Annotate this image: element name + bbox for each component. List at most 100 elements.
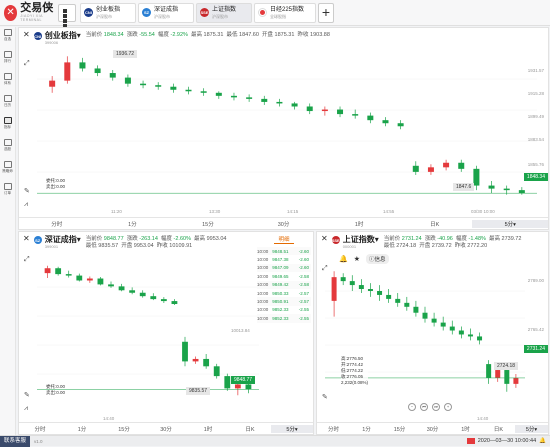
candle-body[interactable] xyxy=(306,106,313,112)
candle-body[interactable] xyxy=(495,370,501,378)
indicator-icon[interactable]: ⩘ xyxy=(24,201,28,208)
candle-body[interactable] xyxy=(467,334,473,337)
sidebar-item-calendar[interactable]: 日历 xyxy=(0,93,15,115)
candle-body[interactable] xyxy=(79,62,86,69)
candle-body[interactable] xyxy=(86,278,93,281)
candle-body[interactable] xyxy=(443,162,450,168)
candle-body[interactable] xyxy=(245,384,252,390)
candle-body[interactable] xyxy=(192,358,199,362)
pencil-icon[interactable]: ✎ xyxy=(24,188,30,195)
candle-body[interactable] xyxy=(413,306,419,313)
candle-body[interactable] xyxy=(55,268,62,275)
candle-body[interactable] xyxy=(352,114,359,116)
tf-1min[interactable]: 1分 xyxy=(77,426,87,433)
candle-body[interactable] xyxy=(291,103,298,107)
candle-body[interactable] xyxy=(155,85,162,87)
candle-body[interactable] xyxy=(64,62,71,81)
tab-shanghai[interactable]: SSE 上证指数 沪深股市 xyxy=(196,2,252,23)
tf-intraday[interactable]: 分时 xyxy=(327,426,339,433)
sidebar-item-system[interactable]: 体系 xyxy=(0,71,15,93)
sidebar-item-strategist[interactable]: 策略师 xyxy=(0,159,15,181)
candle-body[interactable] xyxy=(170,86,177,90)
zoom-out-icon[interactable]: − xyxy=(408,403,416,411)
candle-body[interactable] xyxy=(49,80,56,87)
add-tab-button[interactable]: + xyxy=(318,2,334,23)
panel-title[interactable]: 上证指数▾ xyxy=(342,235,379,244)
candle-body[interactable] xyxy=(97,278,104,285)
candle-body[interactable] xyxy=(349,281,355,286)
tf-daily[interactable]: 日K xyxy=(245,426,255,433)
contact-support-button[interactable]: 联系客服 xyxy=(0,435,31,447)
candle-body[interactable] xyxy=(203,358,210,367)
candle-body[interactable] xyxy=(503,188,510,191)
candle-body[interactable] xyxy=(129,290,136,293)
tf-5min-dropdown[interactable]: 5分▾ xyxy=(271,424,313,433)
tf-intraday[interactable]: 分时 xyxy=(34,426,46,433)
tf-1min[interactable]: 1分 xyxy=(362,426,371,433)
candle-body[interactable] xyxy=(139,292,146,297)
candle-body[interactable] xyxy=(473,168,480,186)
candle-body[interactable] xyxy=(185,89,192,92)
candle-body[interactable] xyxy=(340,277,346,282)
panel-title[interactable]: 深证成指▾ xyxy=(44,235,81,244)
candle-body[interactable] xyxy=(94,68,101,74)
candle-body[interactable] xyxy=(440,322,446,327)
candle-body[interactable] xyxy=(431,318,437,323)
candle-body[interactable] xyxy=(504,370,510,384)
tf-15min[interactable]: 15分 xyxy=(393,426,406,433)
bell-icon[interactable]: 🔔 xyxy=(539,438,546,444)
candle-body[interactable] xyxy=(422,312,428,319)
tab-shenzhen[interactable]: SZ 深证成指 沪深股市 xyxy=(138,2,194,23)
candle-body[interactable] xyxy=(367,115,374,121)
candle-body[interactable] xyxy=(124,77,131,84)
candle-body[interactable] xyxy=(140,83,147,86)
candle-body[interactable] xyxy=(234,384,241,389)
candle-body[interactable] xyxy=(261,98,268,102)
candle-body[interactable] xyxy=(458,330,464,335)
tab-chinext[interactable]: CNI 创业板指 沪深股市 xyxy=(80,2,136,23)
layout-grid-button[interactable] xyxy=(58,3,76,28)
candlestick-chart[interactable] xyxy=(325,264,525,399)
pencil-icon[interactable]: ✎ xyxy=(24,392,30,399)
close-icon[interactable]: ✕ xyxy=(23,234,30,243)
candle-body[interactable] xyxy=(449,326,455,331)
candlestick-chart[interactable] xyxy=(37,48,537,203)
indicator-icon[interactable]: ⩘ xyxy=(24,405,28,412)
tf-15min[interactable]: 15分 xyxy=(118,426,130,433)
close-icon[interactable]: ✕ xyxy=(321,234,328,243)
candle-body[interactable] xyxy=(230,95,237,98)
tf-intraday[interactable]: 分时 xyxy=(51,221,63,228)
sidebar-item-screener[interactable]: 选股 xyxy=(0,137,15,159)
tick-detail-header[interactable]: 明细 xyxy=(274,235,294,244)
candle-body[interactable] xyxy=(458,162,465,169)
bell-icon[interactable]: 🔔 xyxy=(339,256,348,263)
tf-5min-dropdown[interactable]: 5分▾ xyxy=(515,424,548,433)
candle-body[interactable] xyxy=(215,92,222,96)
tab-nikkei[interactable]: 日经225指数 全球股指 xyxy=(254,2,316,23)
candle-body[interactable] xyxy=(395,298,401,303)
candle-body[interactable] xyxy=(65,274,72,276)
candle-body[interactable] xyxy=(518,190,525,194)
sidebar-item-indicator[interactable]: 指标 xyxy=(0,115,15,137)
candle-body[interactable] xyxy=(337,109,344,115)
candle-body[interactable] xyxy=(171,301,178,305)
forward-icon[interactable]: ⏭ xyxy=(432,403,440,411)
candle-body[interactable] xyxy=(200,91,207,93)
sidebar-item-watchlist[interactable]: 自选 xyxy=(0,27,15,49)
candle-body[interactable] xyxy=(367,289,373,291)
candle-body[interactable] xyxy=(488,185,495,189)
close-icon[interactable]: ✕ xyxy=(23,30,30,39)
candle-body[interactable] xyxy=(76,275,83,281)
candle-body[interactable] xyxy=(486,364,492,378)
tf-1hour[interactable]: 1时 xyxy=(354,221,364,228)
candle-body[interactable] xyxy=(331,277,337,301)
tf-daily[interactable]: 日K xyxy=(430,221,440,228)
candle-body[interactable] xyxy=(513,377,519,384)
sidebar-item-ranking[interactable]: 排行 xyxy=(0,49,15,71)
candle-body[interactable] xyxy=(358,285,364,290)
candle-body[interactable] xyxy=(386,294,392,299)
candle-body[interactable] xyxy=(108,284,114,287)
tf-15min[interactable]: 15分 xyxy=(202,221,214,228)
expand-icon[interactable]: ⤢ xyxy=(24,60,30,67)
candle-body[interactable] xyxy=(224,376,231,389)
